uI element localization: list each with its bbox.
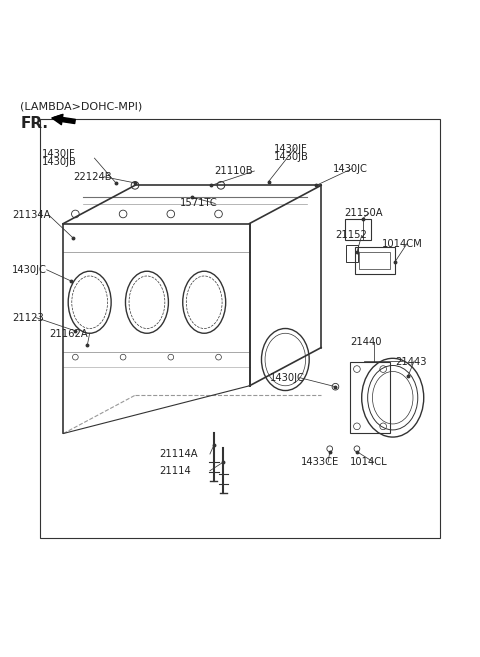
Text: 1430JF: 1430JF <box>42 149 76 159</box>
Text: 21152: 21152 <box>336 231 367 240</box>
Bar <box>360 252 390 269</box>
Text: 1430JB: 1430JB <box>42 158 77 168</box>
Text: 21134A: 21134A <box>12 210 50 220</box>
Text: FR.: FR. <box>21 116 48 131</box>
Text: 1014CL: 1014CL <box>350 457 387 467</box>
Text: 21162A: 21162A <box>49 329 88 339</box>
Bar <box>345 219 371 240</box>
Bar <box>350 362 390 434</box>
Text: 1014CM: 1014CM <box>382 238 423 248</box>
Text: 22124B: 22124B <box>73 171 111 182</box>
Text: 1571TC: 1571TC <box>180 198 218 208</box>
Text: 1433CE: 1433CE <box>301 457 339 467</box>
Text: 21150A: 21150A <box>344 208 383 218</box>
Text: 1430JF: 1430JF <box>274 144 307 154</box>
Text: 21110B: 21110B <box>214 166 252 176</box>
Bar <box>347 245 359 261</box>
Text: 1430JB: 1430JB <box>274 152 308 162</box>
Text: 1430JC: 1430JC <box>12 265 47 275</box>
Text: 1430JC: 1430JC <box>333 164 368 173</box>
Text: 21440: 21440 <box>350 337 381 347</box>
Text: 21114: 21114 <box>159 466 191 476</box>
Text: 1430JC: 1430JC <box>270 373 305 382</box>
Bar <box>355 248 395 273</box>
Text: 21114A: 21114A <box>159 449 197 459</box>
Bar <box>39 118 441 539</box>
Text: 21123: 21123 <box>12 313 44 323</box>
Text: (LAMBDA>DOHC-MPI): (LAMBDA>DOHC-MPI) <box>21 102 143 112</box>
Text: 21443: 21443 <box>395 357 427 367</box>
